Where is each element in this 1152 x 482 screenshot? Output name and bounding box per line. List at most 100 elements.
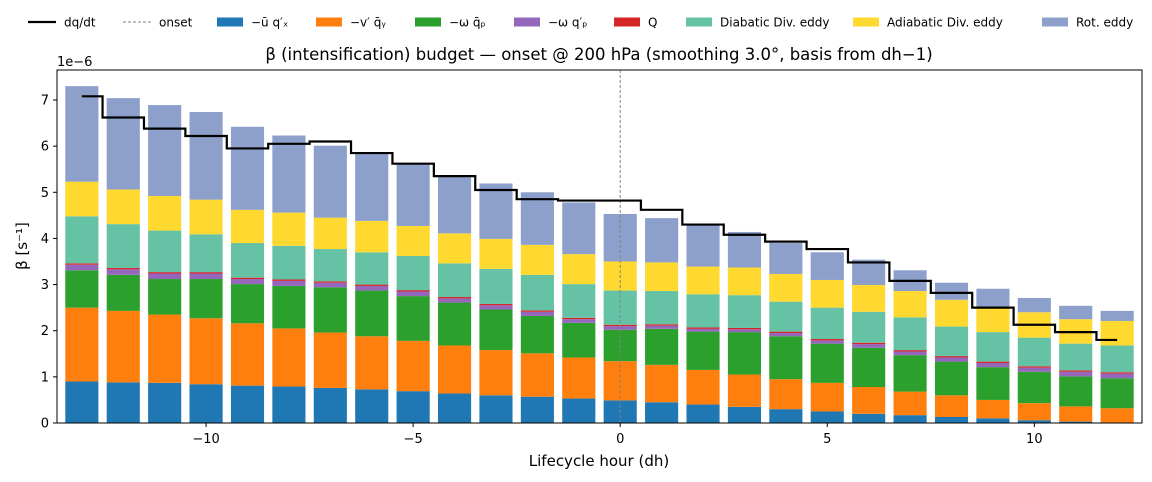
bar-s0-x-2 [521,397,554,423]
bar-s1-x-12 [107,311,140,383]
legend-label: −ω q̄ₚ [449,16,486,30]
bar-s3-x10 [1018,368,1051,372]
bar-s3-x-10 [190,273,223,279]
legend-item-6: Q [614,16,657,30]
legend-item-4: −ω q̄ₚ [415,16,486,30]
bar-s1-x8 [935,395,968,417]
bar-s0-x1 [645,402,678,423]
bar-s0-x2 [686,405,719,423]
bar-s2-x2 [686,332,719,370]
bar-s6-x-1 [562,254,595,284]
bar-s4-x-7 [314,281,347,282]
legend-item-9: Rot. eddy [1042,16,1133,30]
bar-s3-x-12 [107,269,140,275]
y-tick-label: 4 [41,232,49,247]
bar-s4-x-1 [562,318,595,319]
bar-s4-x2 [686,327,719,328]
bar-s1-x10 [1018,403,1051,420]
bar-s0-x4 [769,409,802,423]
bar-s5-x-6 [355,252,388,284]
bar-s6-x-11 [148,196,181,231]
bar-s0-x-10 [190,384,223,423]
bar-s3-x1 [645,326,678,329]
series-6 [65,182,1133,346]
bar-s3-x11 [1059,372,1092,377]
bar-s1-x-9 [231,323,264,385]
bar-s3-x-7 [314,283,347,288]
bar-s2-x-9 [231,284,264,323]
bar-s4-x1 [645,324,678,325]
bar-s3-x9 [976,363,1009,367]
bar-s7-x12 [1101,311,1134,321]
bar-s6-x-3 [479,239,512,269]
bar-s2-x5 [811,344,844,383]
bar-s6-x-2 [521,245,554,275]
bar-s2-x-2 [521,316,554,353]
legend-swatch [217,18,243,27]
bar-s0-x-9 [231,386,264,423]
bar-s7-x-7 [314,146,347,218]
bar-s5-x-3 [479,269,512,304]
bar-s2-x7 [894,355,927,391]
bar-s6-x-12 [107,190,140,225]
bar-s0-x-11 [148,383,181,423]
bar-s4-x-11 [148,272,181,273]
legend-label: −v′ q̄ᵧ [350,16,386,30]
legend-swatch [316,18,342,27]
bar-s4-x-4 [438,297,471,298]
bar-s4-x-13 [65,263,98,264]
bar-s4-x4 [769,332,802,333]
bar-s2-x12 [1101,378,1134,408]
bar-s5-x-2 [521,275,554,311]
bar-s6-x-4 [438,233,471,263]
bar-s4-x8 [935,356,968,357]
bar-s2-x-7 [314,287,347,332]
bar-s4-x-8 [272,279,305,280]
bar-s5-x1 [645,291,678,324]
bar-s2-x-12 [107,275,140,311]
bar-s4-x3 [728,328,761,329]
bar-s2-x3 [728,332,761,374]
bar-s1-x-3 [479,350,512,395]
bar-s3-x5 [811,340,844,343]
legend-item-5: −ω q′ₚ [514,16,587,30]
bar-s3-x-6 [355,286,388,291]
bar-s1-x9 [976,400,1009,418]
series-5 [65,216,1133,372]
bar-s2-x-11 [148,279,181,315]
plot-clipped-group [65,70,1133,423]
bar-s0-x9 [976,418,1009,423]
bar-s7-x2 [686,226,719,267]
bar-s4-x7 [894,350,927,351]
bar-s6-x4 [769,274,802,302]
bar-s2-x1 [645,329,678,365]
y-tick-label: 0 [41,417,49,432]
bar-s6-x-6 [355,221,388,252]
bar-s1-x7 [894,392,927,416]
bar-s0-x-13 [65,381,98,423]
x-tick-label: 5 [823,432,831,447]
bar-s7-x-8 [272,136,305,213]
bar-s0-x-7 [314,388,347,423]
bar-s2-x-4 [438,303,471,346]
bar-s7-x-11 [148,105,181,196]
bar-s1-x-7 [314,333,347,388]
bar-s3-x-5 [397,291,430,296]
bar-s5-x9 [976,332,1009,362]
y-tick-label: 5 [41,186,49,201]
x-tick-label: −10 [192,432,219,447]
bar-s3-x-1 [562,319,595,323]
bar-s1-x11 [1059,406,1092,421]
legend-swatch [415,18,441,27]
bar-s5-x7 [894,317,927,350]
bar-s3-x2 [686,329,719,332]
bar-s1-x2 [686,370,719,405]
bar-s3-x-13 [65,265,98,271]
bar-s7-x-5 [397,165,430,226]
bar-s4-x-3 [479,304,512,305]
bar-s7-x-12 [107,98,140,189]
legend-swatch [853,18,879,27]
bar-s3-x8 [935,357,968,361]
bar-s7-x5 [811,252,844,280]
